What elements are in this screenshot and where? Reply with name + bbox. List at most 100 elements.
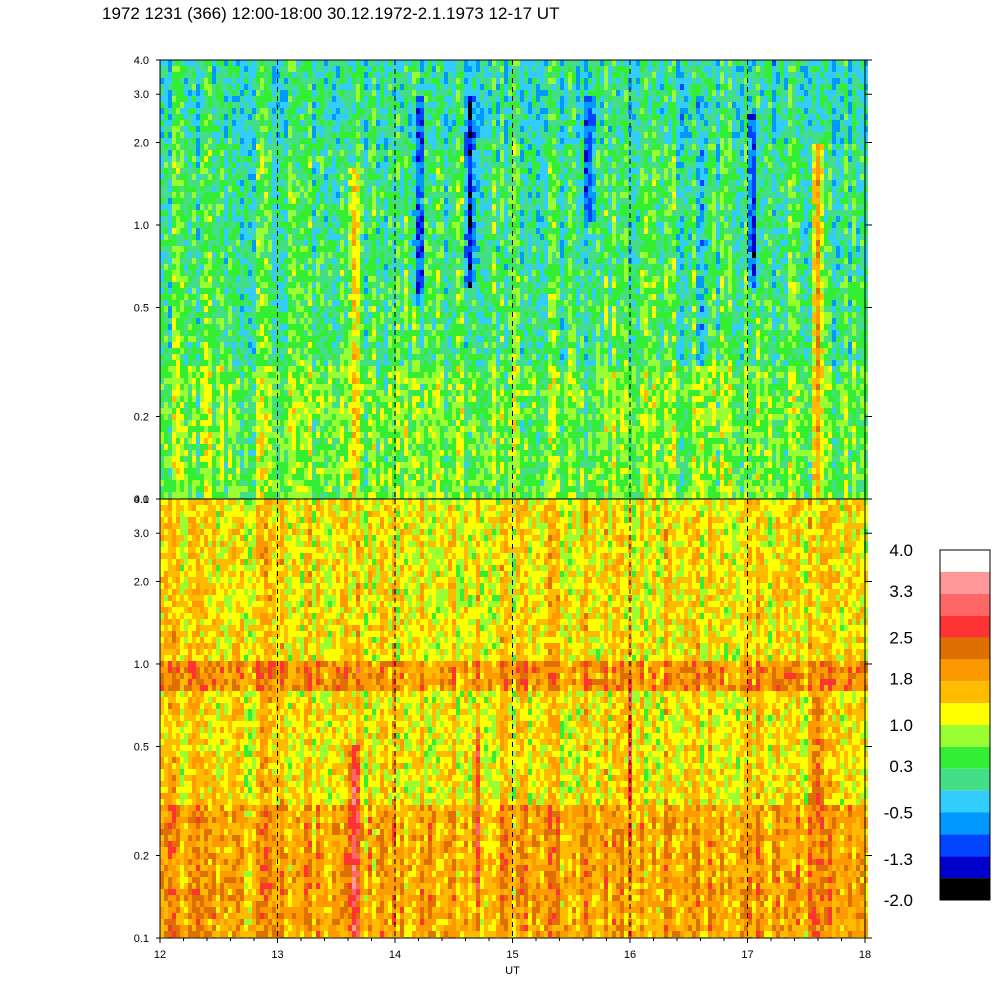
heatmap-cell	[216, 144, 220, 150]
heatmap-cell	[388, 144, 392, 150]
heatmap-cell	[344, 252, 348, 258]
heatmap-cell	[244, 150, 248, 156]
heatmap-cell	[308, 384, 312, 390]
heatmap-cell	[220, 84, 224, 90]
heatmap-cell	[188, 324, 192, 330]
heatmap-cell	[252, 276, 256, 282]
heatmap-cell	[424, 354, 428, 360]
heatmap-cell	[376, 276, 380, 282]
heatmap-cell	[324, 396, 328, 402]
heatmap-cell	[268, 300, 272, 306]
heatmap-cell	[184, 174, 188, 180]
heatmap-cell	[256, 408, 260, 414]
heatmap-cell	[160, 486, 164, 492]
heatmap-cell	[244, 282, 248, 288]
heatmap-cell	[364, 138, 368, 144]
heatmap-cell	[420, 372, 424, 378]
heatmap-cell	[396, 186, 400, 192]
heatmap-cell	[260, 462, 264, 468]
heatmap-cell	[300, 198, 304, 204]
heatmap-cell	[428, 234, 432, 240]
heatmap-cell	[416, 108, 420, 114]
heatmap-cell	[392, 204, 396, 210]
heatmap-cell	[240, 474, 244, 480]
heatmap-cell	[360, 342, 364, 348]
heatmap-cell	[200, 462, 204, 468]
heatmap-cell	[324, 474, 328, 480]
heatmap-cell	[344, 102, 348, 108]
heatmap-cell	[416, 366, 420, 372]
heatmap-cell	[228, 390, 232, 396]
heatmap-cell	[236, 180, 240, 186]
heatmap-cell	[264, 462, 268, 468]
heatmap-cell	[260, 162, 264, 168]
heatmap-cell	[272, 462, 276, 468]
heatmap-cell	[180, 108, 184, 114]
heatmap-cell	[260, 84, 264, 90]
heatmap-cell	[188, 108, 192, 114]
heatmap-cell	[276, 144, 280, 150]
heatmap-cell	[280, 156, 284, 162]
heatmap-cell	[320, 66, 324, 72]
heatmap-cell	[176, 480, 180, 486]
heatmap-cell	[400, 60, 404, 66]
heatmap-cell	[220, 132, 224, 138]
heatmap-cell	[352, 462, 356, 468]
heatmap-cell	[252, 186, 256, 192]
heatmap-cell	[236, 126, 240, 132]
heatmap-cell	[320, 162, 324, 168]
heatmap-cell	[228, 138, 232, 144]
heatmap-cell	[392, 420, 396, 426]
heatmap-cell	[292, 66, 296, 72]
heatmap-cell	[364, 126, 368, 132]
heatmap-cell	[408, 414, 412, 420]
heatmap-cell	[272, 348, 276, 354]
heatmap-cell	[308, 72, 312, 78]
heatmap-cell	[332, 420, 336, 426]
heatmap-cell	[296, 150, 300, 156]
heatmap-cell	[200, 366, 204, 372]
heatmap-cell	[424, 138, 428, 144]
heatmap-cell	[260, 132, 264, 138]
heatmap-cell	[252, 366, 256, 372]
heatmap-cell	[188, 60, 192, 66]
heatmap-cell	[248, 60, 252, 66]
heatmap-cell	[312, 384, 316, 390]
heatmap-cell	[324, 288, 328, 294]
heatmap-cell	[160, 306, 164, 312]
heatmap-cell	[236, 438, 240, 444]
heatmap-cell	[220, 228, 224, 234]
heatmap-cell	[200, 450, 204, 456]
heatmap-cell	[300, 192, 304, 198]
heatmap-cell	[252, 312, 256, 318]
heatmap-cell	[396, 420, 400, 426]
heatmap-cell	[408, 186, 412, 192]
heatmap-cell	[196, 294, 200, 300]
heatmap-cell	[172, 120, 176, 126]
heatmap-cell	[328, 294, 332, 300]
heatmap-cell	[172, 198, 176, 204]
heatmap-cell	[400, 276, 404, 282]
heatmap-cell	[372, 306, 376, 312]
heatmap-cell	[196, 264, 200, 270]
heatmap-cell	[252, 342, 256, 348]
heatmap-cell	[288, 180, 292, 186]
heatmap-cell	[384, 342, 388, 348]
heatmap-cell	[424, 468, 428, 474]
heatmap-cell	[348, 156, 352, 162]
heatmap-cell	[376, 336, 380, 342]
heatmap-cell	[288, 408, 292, 414]
heatmap-cell	[284, 468, 288, 474]
heatmap-cell	[296, 270, 300, 276]
heatmap-cell	[268, 246, 272, 252]
heatmap-cell	[264, 324, 268, 330]
heatmap-cell	[364, 402, 368, 408]
heatmap-cell	[408, 246, 412, 252]
heatmap-cell	[160, 312, 164, 318]
heatmap-cell	[248, 318, 252, 324]
heatmap-cell	[344, 216, 348, 222]
heatmap-cell	[392, 240, 396, 246]
heatmap-cell	[428, 84, 432, 90]
heatmap-cell	[400, 156, 404, 162]
heatmap-cell	[384, 162, 388, 168]
